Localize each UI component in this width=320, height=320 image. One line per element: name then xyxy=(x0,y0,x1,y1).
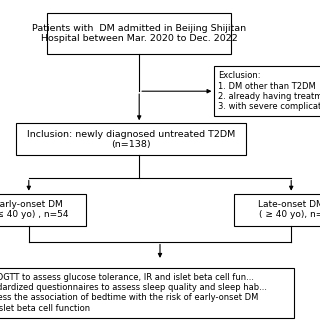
FancyBboxPatch shape xyxy=(16,123,246,155)
Text: Patients with  DM admitted in Beijing Shijitan
Hospital between Mar. 2020 to Dec: Patients with DM admitted in Beijing Shi… xyxy=(32,24,246,43)
Text: 75g OGTT to assess glucose tolerance, IR and islet beta cell fun...
Standardized: 75g OGTT to assess glucose tolerance, IR… xyxy=(0,273,267,313)
FancyBboxPatch shape xyxy=(0,194,86,226)
Text: Late-onset DM
( ≥ 40 yo), n=: Late-onset DM ( ≥ 40 yo), n= xyxy=(258,200,320,219)
Text: Inclusion: newly diagnosed untreated T2DM
(n=138): Inclusion: newly diagnosed untreated T2D… xyxy=(27,130,235,149)
FancyBboxPatch shape xyxy=(234,194,320,226)
Text: Exclusion:
1. DM other than T2DM
2. already having treatment
3. with severe comp: Exclusion: 1. DM other than T2DM 2. alre… xyxy=(218,71,320,111)
FancyBboxPatch shape xyxy=(0,268,294,317)
Text: Early-onset DM
( ≤ 40 yo) , n=54: Early-onset DM ( ≤ 40 yo) , n=54 xyxy=(0,200,68,219)
FancyBboxPatch shape xyxy=(214,67,320,116)
FancyBboxPatch shape xyxy=(47,13,231,54)
